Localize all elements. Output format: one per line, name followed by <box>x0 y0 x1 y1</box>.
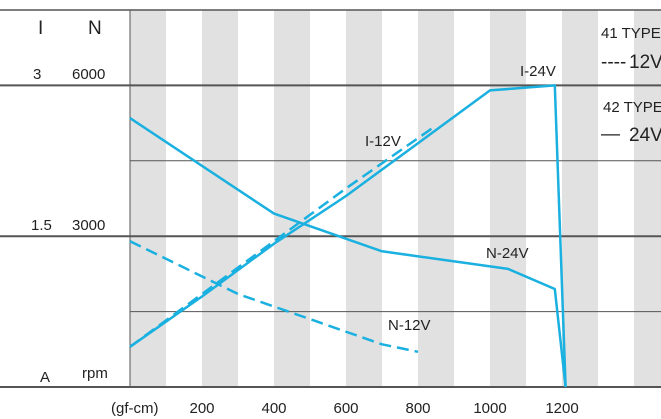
series-layer <box>129 84 567 388</box>
series-label-i-12v: I-12V <box>365 133 401 150</box>
x-tick-label: 400 <box>261 400 286 417</box>
x-tick-label: 200 <box>189 400 214 417</box>
speed-tick-label: 6000 <box>72 66 105 83</box>
series-line-i-24v <box>129 84 567 388</box>
current-axis-header: I <box>38 18 43 39</box>
series-label-n-12v: N-12V <box>388 317 431 334</box>
background-stripe <box>418 10 454 387</box>
series-label-i-24v: I-24V <box>520 63 556 80</box>
background-stripe <box>490 10 526 387</box>
x-axis-unit-label: (gf-cm) <box>111 400 159 417</box>
series-line-i-12v <box>129 124 437 348</box>
legend-solid-line-symbol: — <box>601 124 620 145</box>
speed-axis-header: N <box>88 18 102 39</box>
background-stripe <box>562 10 598 387</box>
legend-24v-voltage: 24V <box>629 125 661 146</box>
x-tick-label: 800 <box>405 400 430 417</box>
x-tick-labels: 200 400 600 800 1000 1200 <box>189 400 578 417</box>
x-tick-label: 1000 <box>473 400 506 417</box>
x-tick-label: 1200 <box>545 400 578 417</box>
background-stripe <box>634 10 661 387</box>
background-stripe <box>346 10 382 387</box>
background-stripes <box>130 10 661 387</box>
background-stripe <box>130 10 166 387</box>
legend-type-42: 42 TYPE <box>603 99 661 116</box>
current-tick-label: 1.5 <box>31 217 52 234</box>
x-tick-label: 600 <box>333 400 358 417</box>
background-stripe <box>202 10 238 387</box>
background-stripe <box>274 10 310 387</box>
legend-dashed-line-symbol: ---- <box>601 52 626 73</box>
series-line-n-12v <box>129 240 419 354</box>
series-line-n-24v <box>129 117 567 388</box>
speed-unit-label: rpm <box>82 365 108 382</box>
series-label-n-24v: N-24V <box>486 245 529 262</box>
current-tick-label: 3 <box>33 66 41 83</box>
current-unit-label: A <box>40 369 50 386</box>
speed-tick-label: 3000 <box>72 217 105 234</box>
legend-12v-voltage: 12V <box>629 52 661 73</box>
legend-type-41: 41 TYPE <box>601 25 661 42</box>
